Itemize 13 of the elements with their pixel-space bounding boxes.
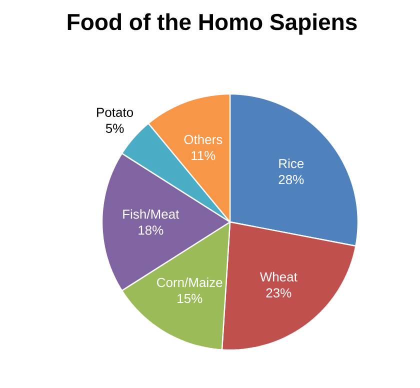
slice-label: Fish/Meat xyxy=(123,209,180,219)
data-label: 5% xyxy=(106,124,124,133)
slice-label: Potato xyxy=(97,108,134,117)
data-label: 11% xyxy=(192,150,216,160)
slice-label: Wheat xyxy=(260,272,298,282)
data-label: 15% xyxy=(178,294,202,304)
data-label: 23% xyxy=(266,288,292,298)
slice-label: Corn/Maize xyxy=(157,278,222,288)
chart-title: Food of the Homo Sapiens xyxy=(68,13,357,35)
data-label: 18% xyxy=(138,226,164,235)
data-label: 28% xyxy=(278,174,304,184)
slice-label: Rice xyxy=(279,158,304,168)
slice-label: Others xyxy=(184,134,222,144)
